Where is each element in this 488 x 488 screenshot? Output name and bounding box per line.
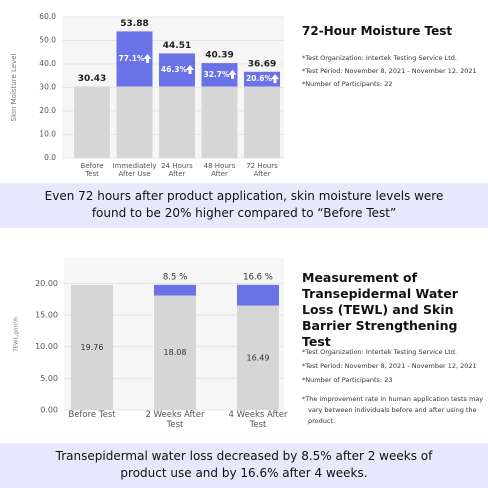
footnote: *The improvement rate in human applicati… <box>302 395 484 425</box>
note: *Number of Participants: 23 <box>302 376 393 384</box>
y-tick-label: 5.00 <box>40 374 58 383</box>
y-axis-label: Skin Moisture Level <box>10 53 18 121</box>
x-tick-label: 24 Hours After <box>161 162 193 179</box>
value-label: 44.51 <box>163 41 191 51</box>
x-tick-label: Before Test <box>68 410 116 420</box>
y-tick-label: 30.0 <box>39 83 56 92</box>
arrow-icon <box>228 69 237 79</box>
y-tick-label: 10.0 <box>39 130 56 139</box>
value-label: 53.88 <box>120 19 148 29</box>
x-tick-label: Immediately After Use <box>112 162 157 179</box>
bar-change <box>201 63 238 87</box>
value-label: 16.49 <box>247 353 270 362</box>
arrow-icon <box>186 64 194 74</box>
x-tick-label: 48 Hours After <box>203 162 236 179</box>
y-tick-label: 10.00 <box>35 342 58 351</box>
change-label: 8.5 % <box>163 272 187 282</box>
value-label: 36.69 <box>248 59 276 69</box>
note: *Test Period: November 8, 2021 - Novembe… <box>302 67 477 75</box>
y-tick-label: 20.00 <box>35 279 58 288</box>
note: *Test Organization: Intertek Testing Ser… <box>302 54 457 62</box>
x-tick-label: 2 Weeks After Test <box>145 410 205 430</box>
change-label: 32.7% <box>203 70 230 79</box>
note: *Test Period: November 8, 2021 - Novembe… <box>302 362 477 370</box>
arrow-icon <box>143 53 152 63</box>
y-tick-label: 0.0 <box>44 153 56 162</box>
value-label: 18.08 <box>164 348 187 357</box>
value-label: 30.43 <box>78 74 106 84</box>
bar <box>116 86 153 158</box>
change-label: 77.1% <box>118 54 145 63</box>
note: *Test Organization: Intertek Testing Ser… <box>302 348 457 356</box>
caption: Transepidermal water loss decreased by 8… <box>0 443 488 488</box>
chart-title: 72-Hour Moisture Test <box>302 24 453 38</box>
bar <box>244 86 280 158</box>
bar <box>71 284 113 410</box>
y-axis-label: TEWL,g/m²/h <box>13 316 20 353</box>
note: *Number of Participants: 22 <box>302 80 393 88</box>
change-label: 16.6 % <box>243 272 273 282</box>
bar <box>154 295 196 410</box>
y-tick-label: 50.0 <box>39 36 56 45</box>
x-tick-label: 72 Hours After <box>246 162 278 179</box>
y-tick-label: 20.0 <box>39 106 56 115</box>
y-tick-label: 40.0 <box>39 59 56 68</box>
arrow-icon <box>271 74 279 84</box>
caption: Even 72 hours after product application,… <box>0 183 488 228</box>
chart-title: Measurement of Transepidermal Water Loss… <box>302 270 458 349</box>
bar <box>159 86 195 158</box>
bar <box>237 305 279 410</box>
x-tick-label: Before Test <box>80 162 104 179</box>
value-label: 19.76 <box>81 343 104 352</box>
y-tick-label: 0.00 <box>40 406 58 415</box>
y-tick-label: 15.00 <box>35 311 58 320</box>
bar-change <box>244 71 280 87</box>
x-tick-label: 4 Weeks After Test <box>228 410 288 430</box>
bar <box>201 86 238 158</box>
change-label: 46.3% <box>161 65 188 74</box>
bar <box>74 86 110 158</box>
bar-change <box>154 284 196 296</box>
bar-change <box>237 284 279 306</box>
change-label: 20.6% <box>246 74 273 83</box>
value-label: 40.39 <box>205 51 233 61</box>
y-tick-label: 60.0 <box>39 12 56 21</box>
